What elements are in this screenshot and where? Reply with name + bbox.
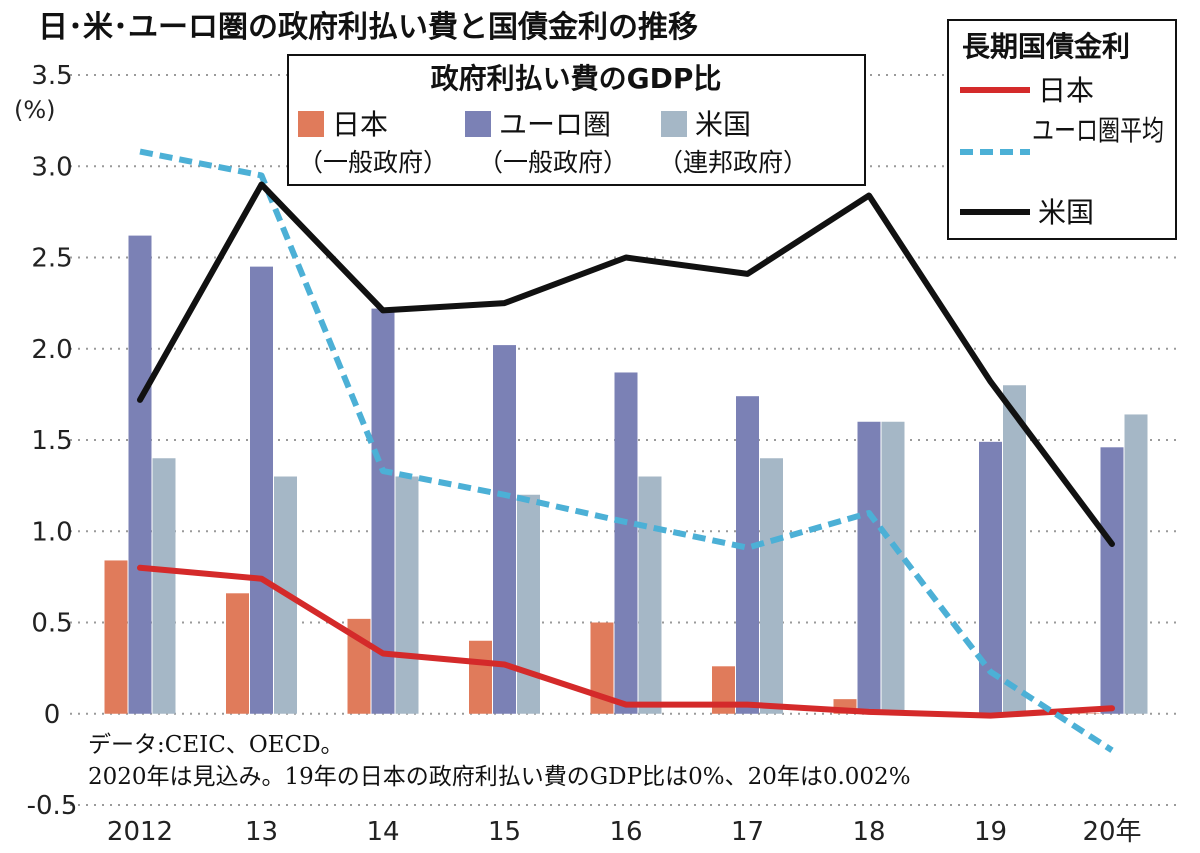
x-tick-label: 2012 <box>107 817 173 847</box>
bar-japan <box>469 640 492 714</box>
bar-us <box>881 421 905 714</box>
x-axis-ticks: 2012 13 14 15 16 17 18 19 20年 <box>107 817 1142 847</box>
x-tick-label: 15 <box>488 817 521 847</box>
line-legend: 長期国債金利 日本 ユーロ圏平均 米国 <box>947 19 1177 240</box>
bar-legend-swatch-us <box>661 111 687 137</box>
line-legend-label-japan: 日本 <box>1038 74 1094 107</box>
bar-legend-box <box>287 54 866 186</box>
y-tick-label: 2.5 <box>31 244 72 274</box>
bar-us <box>760 458 783 714</box>
bar-us <box>517 494 540 714</box>
bar-euro <box>614 372 638 714</box>
y-tick-label: -0.5 <box>27 791 78 821</box>
bar-euro <box>736 396 759 714</box>
x-tick-label: 18 <box>852 817 885 847</box>
line-us <box>137 181 1115 547</box>
x-tick-label: 20年 <box>1082 817 1141 847</box>
line-legend-label-euro-1: ユーロ圏平均 <box>1032 114 1164 147</box>
bar-japan <box>590 622 614 714</box>
y-tick-label: 0 <box>44 700 61 730</box>
bars <box>104 235 1148 715</box>
bar-japan <box>1076 713 1100 714</box>
source-note: データ:CEIC、OECD。 <box>88 732 344 758</box>
bar-us <box>1124 414 1148 714</box>
bar-legend-label-japan: 日本 <box>332 108 388 141</box>
x-tick-label: 13 <box>245 817 278 847</box>
bar-euro <box>857 421 881 714</box>
x-tick-label: 16 <box>609 817 642 847</box>
y-tick-label: 3.5 <box>31 61 72 91</box>
line-legend-label-us: 米国 <box>1038 196 1094 229</box>
bar-legend-sub-us: （連邦政府） <box>658 148 808 177</box>
y-tick-label: 2.0 <box>31 335 72 365</box>
y-tick-label: 3.0 <box>31 152 72 182</box>
x-tick-label: 19 <box>974 817 1007 847</box>
bar-euro <box>1100 447 1124 714</box>
line-japan <box>137 564 1115 719</box>
bar-us <box>152 458 176 714</box>
line-legend-box <box>947 19 1177 240</box>
bar-legend-sub-japan: （一般政府） <box>298 148 448 177</box>
bar-legend: 政府利払い費のGDP比 日本 （一般政府） ユーロ圏 （一般政府） 米国 （連邦… <box>287 54 866 186</box>
bar-legend-swatch-japan <box>298 111 324 137</box>
lines <box>137 148 1115 753</box>
bar-euro <box>371 308 395 714</box>
y-axis-unit: (%) <box>14 96 56 124</box>
bar-us <box>395 476 419 714</box>
x-tick-label: 17 <box>731 817 764 847</box>
bar-japan <box>226 593 249 714</box>
line-euro-average <box>139 148 1114 753</box>
bar-legend-label-euro: ユーロ圏 <box>499 108 611 141</box>
y-tick-label: 1.0 <box>31 517 72 547</box>
bar-euro <box>493 345 516 714</box>
bar-euro <box>979 441 1002 714</box>
bar-japan <box>104 560 128 714</box>
bar-legend-swatch-euro <box>465 111 491 137</box>
y-axis-ticks: 3.5 3.0 2.5 2.0 1.5 1.0 0.5 0 -0.5 <box>27 61 78 821</box>
bar-legend-label-us: 米国 <box>695 108 751 141</box>
x-tick-label: 14 <box>366 817 399 847</box>
y-tick-label: 1.5 <box>31 426 72 456</box>
bar-euro <box>250 266 273 714</box>
bar-legend-title: 政府利払い費のGDP比 <box>431 62 722 95</box>
line-legend-title: 長期国債金利 <box>962 30 1130 63</box>
bar-legend-sub-euro: （一般政府） <box>478 148 628 177</box>
bar-us <box>1003 385 1026 714</box>
y-tick-label: 0.5 <box>31 609 72 639</box>
footnote: 2020年は見込み。19年の日本の政府利払い費のGDP比は0%、20年は0.00… <box>88 764 911 790</box>
bar-us <box>638 476 662 714</box>
chart-title: 日･米･ユーロ圏の政府利払い費と国債金利の推移 <box>38 10 698 45</box>
bar-euro <box>128 235 152 714</box>
